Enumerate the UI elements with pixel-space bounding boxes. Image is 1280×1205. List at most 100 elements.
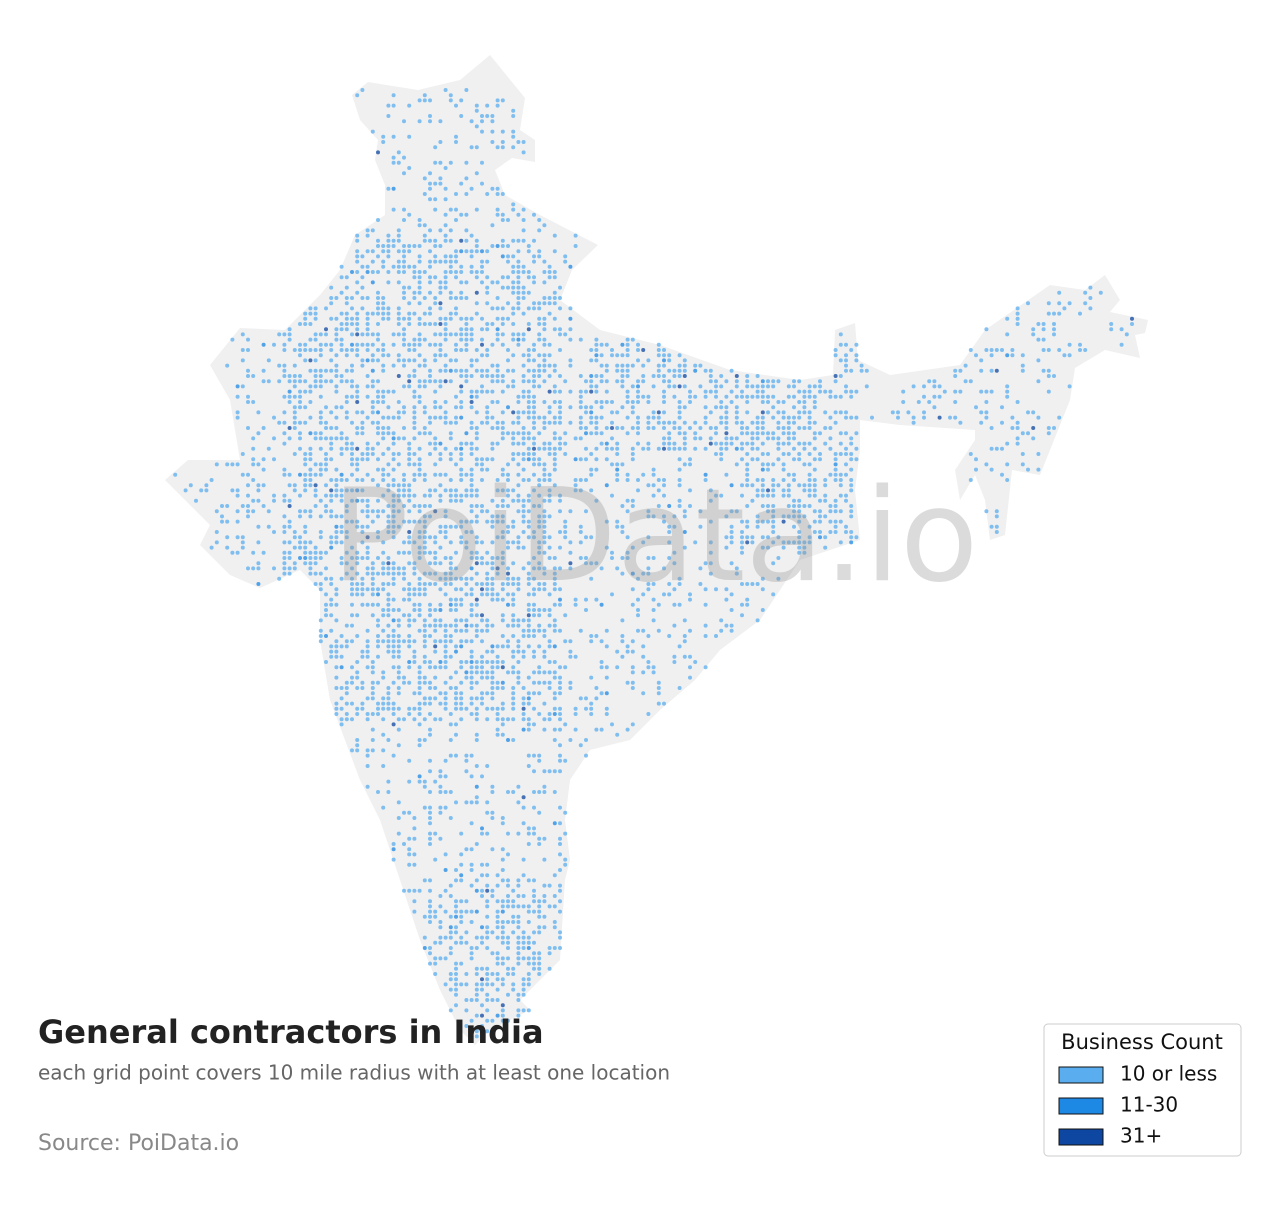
grid-point — [781, 400, 786, 404]
grid-point — [833, 374, 838, 378]
grid-point — [256, 483, 261, 488]
grid-point — [641, 670, 646, 675]
grid-point — [1031, 436, 1036, 441]
grid-point — [370, 342, 375, 347]
grid-point — [786, 493, 791, 498]
grid-point — [521, 1008, 526, 1013]
grid-point — [542, 400, 547, 404]
grid-point — [402, 613, 406, 618]
grid-point — [459, 389, 464, 394]
grid-point — [506, 956, 510, 961]
grid-point — [516, 462, 521, 467]
grid-point — [344, 394, 349, 399]
grid-point — [755, 374, 760, 378]
grid-point — [329, 514, 334, 519]
grid-point — [433, 379, 438, 384]
grid-point — [506, 894, 510, 898]
grid-point — [729, 389, 734, 394]
grid-point — [584, 561, 588, 566]
grid-point — [386, 597, 391, 602]
grid-point — [516, 301, 521, 306]
grid-point — [391, 431, 396, 436]
grid-point — [771, 540, 776, 545]
grid-point — [459, 457, 464, 462]
grid-point — [495, 732, 500, 737]
grid-point — [474, 290, 479, 295]
grid-point — [313, 483, 318, 488]
grid-point — [766, 462, 770, 467]
grid-point — [454, 192, 458, 196]
grid-point — [443, 623, 448, 628]
grid-point — [433, 353, 438, 358]
grid-point — [365, 342, 370, 347]
grid-point — [464, 368, 469, 373]
grid-point — [438, 660, 443, 664]
grid-point — [334, 665, 339, 670]
grid-point — [443, 420, 448, 425]
grid-point — [495, 914, 500, 919]
grid-point — [786, 431, 791, 436]
grid-point — [693, 446, 698, 451]
grid-point — [438, 405, 443, 410]
grid-point — [625, 644, 630, 649]
grid-point — [516, 342, 521, 347]
grid-point — [578, 420, 583, 425]
grid-point — [448, 556, 453, 560]
grid-point — [339, 722, 344, 727]
grid-point — [448, 914, 453, 919]
grid-point — [500, 561, 505, 566]
grid-point — [521, 514, 526, 519]
grid-point — [402, 587, 406, 592]
grid-point — [422, 779, 427, 784]
grid-point — [641, 379, 646, 384]
grid-point — [766, 410, 770, 415]
grid-point — [298, 322, 302, 326]
grid-point — [350, 592, 354, 597]
grid-point — [636, 358, 640, 363]
grid-point — [516, 431, 521, 436]
grid-point — [1005, 332, 1010, 337]
grid-point — [838, 519, 843, 524]
grid-point — [558, 706, 562, 711]
grid-point — [407, 862, 412, 867]
grid-point — [417, 431, 422, 436]
grid-point — [396, 634, 401, 638]
grid-point — [641, 654, 646, 659]
grid-point — [287, 556, 292, 560]
grid-point — [870, 415, 874, 420]
grid-point — [542, 368, 547, 373]
grid-point — [677, 374, 682, 378]
grid-point — [355, 524, 360, 529]
grid-point — [313, 550, 318, 555]
grid-point — [381, 244, 386, 248]
grid-point — [365, 712, 370, 716]
grid-point — [318, 420, 323, 425]
grid-point — [485, 764, 490, 768]
grid-point — [360, 509, 365, 514]
grid-point — [391, 649, 396, 654]
grid-point — [807, 394, 812, 399]
grid-point — [402, 244, 406, 248]
grid-point — [454, 868, 458, 872]
grid-point — [594, 467, 599, 472]
grid-point — [490, 119, 495, 124]
grid-point — [511, 254, 516, 259]
grid-point — [313, 332, 318, 337]
grid-point — [516, 483, 521, 488]
grid-point — [500, 982, 505, 987]
grid-point — [542, 790, 547, 794]
grid-point — [443, 212, 448, 217]
grid-point — [511, 452, 516, 456]
grid-point — [396, 816, 401, 820]
grid-point — [464, 592, 469, 597]
grid-point — [610, 556, 614, 560]
grid-point — [677, 446, 682, 451]
grid-point — [381, 561, 386, 566]
grid-point — [386, 514, 391, 519]
grid-point — [464, 972, 469, 976]
grid-point — [454, 904, 458, 909]
grid-point — [516, 249, 521, 254]
grid-point — [454, 259, 458, 264]
grid-point — [708, 571, 713, 576]
grid-point — [469, 249, 474, 254]
